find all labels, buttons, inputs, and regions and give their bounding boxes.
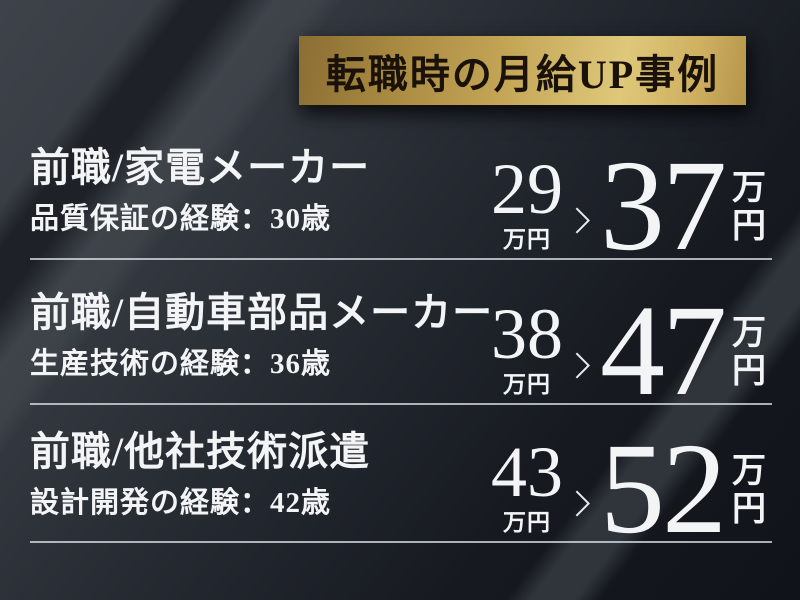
case-title: 前職/自動車部品メーカー [30,290,494,335]
chevron-right-icon [575,207,590,234]
row-divider [30,403,772,405]
case-subtitle: 設計開発の経験：42歳 [30,487,332,519]
unit-char-man: 万 [732,169,766,207]
salary-change: 29 万円 37 万 円 [491,134,766,279]
salary-after-value: 47 [600,279,727,424]
unit-char-yen: 円 [732,490,766,528]
case-title: 前職/他社技術派遣 [30,429,371,474]
unit-char-man: 万 [732,452,766,490]
row-divider [30,258,772,260]
case-text-block: 前職/他社技術派遣 設計開発の経験：42歳 [30,430,370,521]
salary-before-value: 38 [491,294,563,374]
case-text-block: 前職/自動車部品メーカー 生産技術の経験：36歳 [30,291,493,382]
title-banner: 転職時の月給UP事例 [299,36,746,105]
salary-after-value: 37 [600,134,727,279]
salary-before-unit: 万円 [503,510,551,535]
case-row: 前職/自動車部品メーカー 生産技術の経験：36歳 38 万円 47 万 円 [0,279,800,424]
banner-title: 転職時の月給UP事例 [325,51,720,97]
salary-before: 38 万円 [491,294,563,399]
chevron-right-icon [575,352,590,379]
chevron-right-icon [575,490,590,517]
case-subtitle: 品質保証の経験：30歳 [30,203,332,235]
salary-after-unit: 万 円 [732,453,766,529]
case-title: 前職/家電メーカー [30,145,371,190]
salary-before-value: 29 [491,149,563,229]
unit-char-yen: 円 [732,207,766,245]
salary-before-value: 43 [491,432,563,512]
salary-change: 43 万円 52 万 円 [491,417,766,562]
unit-char-man: 万 [732,314,766,352]
salary-before: 29 万円 [491,149,563,254]
case-text-block: 前職/家電メーカー 品質保証の経験：30歳 [30,146,370,237]
salary-before-unit: 万円 [503,372,551,397]
salary-after-unit: 万 円 [732,170,766,246]
unit-char-yen: 円 [732,352,766,390]
salary-before: 43 万円 [491,432,563,537]
case-row: 前職/家電メーカー 品質保証の経験：30歳 29 万円 37 万 円 [0,134,800,279]
case-row: 前職/他社技術派遣 設計開発の経験：42歳 43 万円 52 万 円 [0,417,800,562]
salary-before-unit: 万円 [503,227,551,252]
case-subtitle: 生産技術の経験：36歳 [30,348,332,380]
row-divider [30,541,772,543]
salary-change: 38 万円 47 万 円 [491,279,766,424]
salary-after-value: 52 [600,417,727,562]
salary-after-unit: 万 円 [732,315,766,391]
